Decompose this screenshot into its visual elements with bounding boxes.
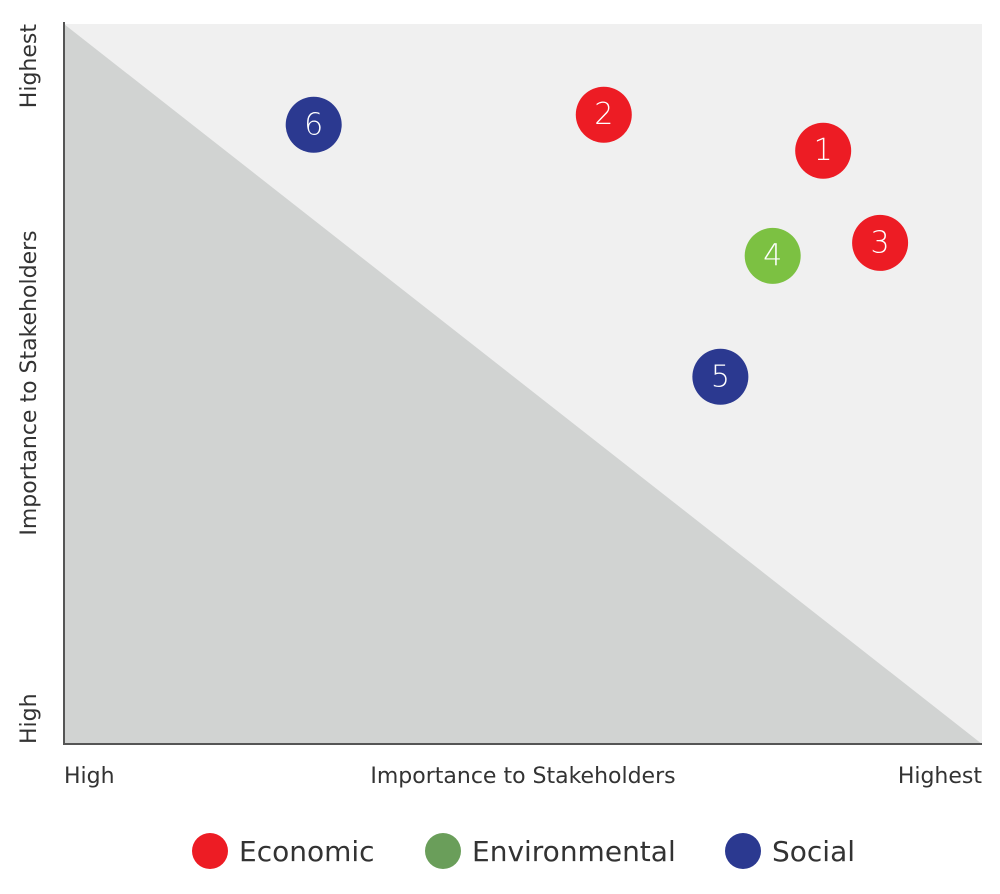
x-tick-label: High: [64, 764, 115, 789]
point-label: 5: [711, 359, 730, 394]
x-axis-label: Importance to Stakeholders: [370, 764, 675, 789]
point-label: 6: [304, 107, 323, 142]
point-label: 3: [871, 225, 890, 260]
legend-swatch: [192, 833, 228, 869]
point-label: 4: [763, 238, 782, 273]
point: [285, 96, 342, 153]
legend-label: Social: [772, 835, 855, 868]
y-axis-label: Importance to Stakeholders: [17, 230, 42, 535]
point: [852, 214, 909, 271]
y-tick-label: Highest: [17, 24, 42, 109]
lower-zone: [64, 24, 982, 744]
legend-label: Environmental: [472, 835, 676, 868]
x-tick-label: Highest: [898, 764, 983, 789]
point: [795, 122, 852, 179]
legend-swatch: [725, 833, 761, 869]
point: [575, 86, 632, 143]
y-tick-label: High: [17, 693, 42, 744]
legend-label: Economic: [239, 835, 375, 868]
point: [744, 227, 801, 284]
point-label: 2: [594, 97, 613, 132]
point-label: 1: [814, 133, 833, 168]
point: [692, 348, 749, 405]
legend-swatch: [425, 833, 461, 869]
